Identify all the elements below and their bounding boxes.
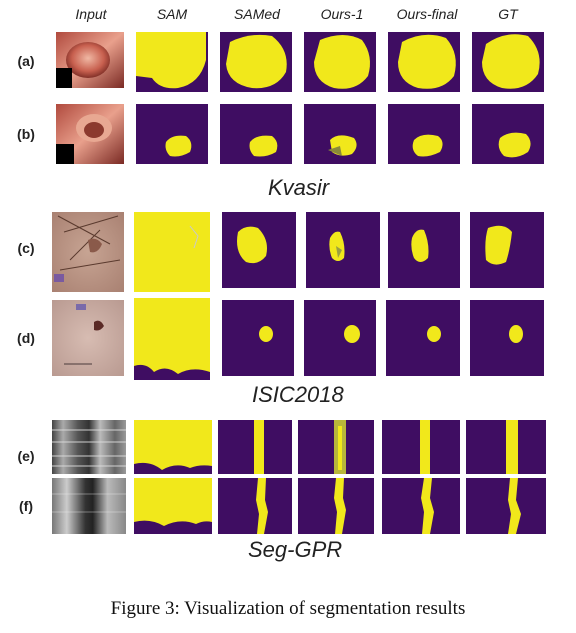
mask-ours1-e [298, 420, 374, 474]
input-image-c [52, 212, 124, 292]
mask-samed-d [222, 300, 294, 376]
input-image-d [52, 300, 124, 376]
dataset-label-kvasir: Kvasir [268, 175, 330, 200]
mask-ours1-c [306, 212, 380, 288]
mask-oursfinal-b [388, 104, 460, 164]
row-label-c: (c) [17, 240, 35, 256]
col-header-gt: GT [498, 6, 518, 22]
mask-ours1-d [304, 300, 376, 376]
mask-ours1-b [304, 104, 376, 164]
row-label-f: (f) [19, 498, 33, 514]
figure-caption: Figure 3: Visualization of segmentation … [110, 598, 466, 619]
mask-gt-e [466, 420, 546, 474]
row-label-a: (a) [17, 53, 35, 69]
dataset-label-isic2018: ISIC2018 [252, 382, 344, 407]
input-image-f [52, 478, 126, 534]
mask-sam-b [136, 104, 208, 164]
mask-samed-b [220, 104, 292, 164]
col-header-ours-1: Ours-1 [320, 6, 364, 22]
mask-ours1-f [298, 478, 374, 534]
row-label-e: (e) [17, 448, 35, 464]
col-header-samed: SAMed [234, 6, 280, 22]
mask-sam-c [134, 212, 210, 292]
col-header-input: Input [75, 6, 107, 22]
mask-ours1-a [304, 32, 376, 92]
dataset-label-seg-gpr: Seg-GPR [248, 537, 343, 562]
mask-sam-a [136, 32, 208, 92]
row-label-d: (d) [17, 330, 35, 346]
mask-gt-a [472, 32, 544, 92]
row-label-b: (b) [17, 126, 35, 142]
input-image-a [56, 32, 124, 88]
mask-gt-f [466, 478, 546, 534]
mask-oursfinal-f [382, 478, 460, 534]
mask-sam-e [134, 420, 212, 474]
mask-oursfinal-e [382, 420, 460, 474]
mask-sam-f [134, 478, 212, 534]
mask-oursfinal-d [386, 300, 460, 376]
mask-gt-d [470, 300, 544, 376]
mask-gt-c [470, 212, 544, 288]
mask-gt-b [472, 104, 544, 164]
input-image-e [52, 420, 126, 474]
mask-sam-d [134, 298, 210, 380]
mask-samed-e [218, 420, 292, 474]
col-header-ours-final: Ours-final [396, 6, 458, 22]
input-image-b [56, 104, 124, 164]
mask-samed-a [220, 32, 292, 92]
mask-samed-f [218, 478, 292, 534]
mask-samed-c [222, 212, 296, 288]
mask-oursfinal-a [388, 32, 460, 92]
col-header-sam: SAM [156, 6, 188, 22]
mask-oursfinal-c [388, 212, 460, 288]
